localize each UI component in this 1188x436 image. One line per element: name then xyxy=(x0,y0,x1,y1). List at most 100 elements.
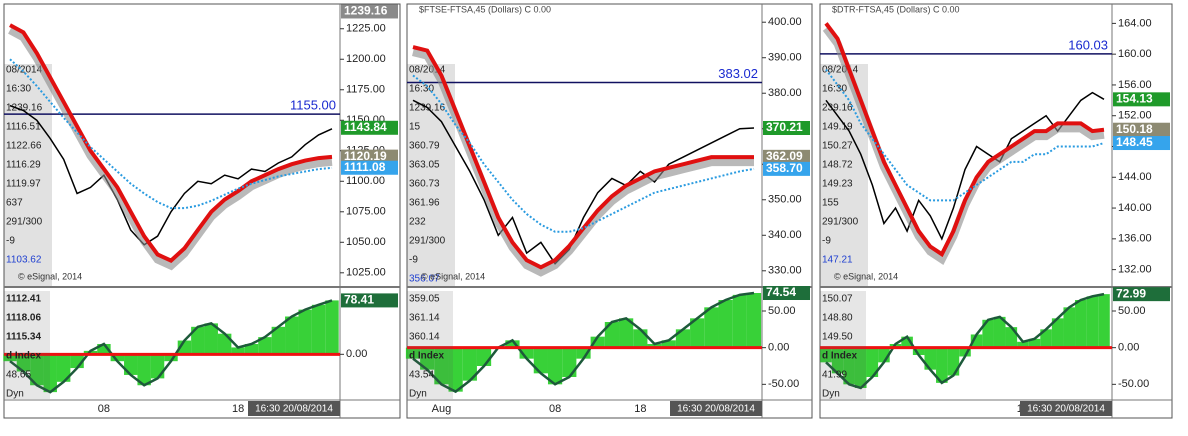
trend-line xyxy=(412,45,754,270)
osc-bar xyxy=(43,354,57,393)
chart-panel: 330.00340.00350.00360.00370.00380.00390.… xyxy=(405,3,813,419)
price-tag-label: 148.45 xyxy=(1116,135,1153,149)
info-text: 08/2014 xyxy=(822,65,859,76)
osc-bar xyxy=(137,354,151,386)
price-line xyxy=(9,104,333,246)
osc-bar xyxy=(533,347,548,374)
y-tick-label: 136.00 xyxy=(1118,233,1152,245)
osc-bar xyxy=(1005,327,1018,348)
price-tag xyxy=(763,149,810,164)
osc-bar xyxy=(912,347,925,355)
price-tag xyxy=(341,149,398,164)
osc-bar xyxy=(993,316,1006,348)
price-tag xyxy=(341,4,398,19)
y-tick-label: 152.00 xyxy=(1118,110,1152,122)
info-text: 149.19 xyxy=(822,122,853,133)
osc-info-text: 1112.41 xyxy=(6,294,41,305)
info-text: 291/300 xyxy=(6,217,43,228)
osc-bar xyxy=(982,319,994,348)
trend-line xyxy=(824,22,1105,258)
copyright: © eSignal, 2014 xyxy=(421,271,485,281)
time-box xyxy=(248,401,340,416)
osc-line xyxy=(9,299,333,394)
osc-tag xyxy=(341,293,398,308)
info-text: 08/2014 xyxy=(409,65,446,76)
y-tick-label: 160.00 xyxy=(1118,48,1152,60)
osc-bar xyxy=(204,323,218,355)
info-text: 363.05 xyxy=(409,160,440,171)
osc-bar xyxy=(30,354,44,386)
chart-title: $FTSE-FTSA,45 (Dollars) C 0.00 xyxy=(419,4,551,14)
osc-bar xyxy=(285,316,299,355)
x-tick-label: 08 xyxy=(549,403,561,415)
osc-tag xyxy=(1113,287,1170,302)
osc-bar xyxy=(1086,296,1099,348)
y-tick-label: 1175.00 xyxy=(346,84,385,96)
last-time: 16:30 20/08/2014 xyxy=(1027,404,1105,415)
info-text: 356.07 xyxy=(409,274,440,285)
osc-info-text: 1115.34 xyxy=(6,332,41,343)
copyright: © eSignal, 2014 xyxy=(18,271,82,281)
chart-title: $DTR-FTSA,45 (Dollars) C 0.00 xyxy=(832,4,960,14)
last-time: 16:30 20/08/2014 xyxy=(677,404,755,415)
info-text: 232 xyxy=(409,217,426,228)
osc-info-text: 360.14 xyxy=(409,332,440,343)
osc-info-text: d Index xyxy=(6,351,41,362)
osc-bar xyxy=(325,300,339,355)
y-tick-label: 330.00 xyxy=(768,265,802,277)
osc-bar xyxy=(1098,294,1110,348)
osc-bar xyxy=(1028,338,1041,348)
osc-bar xyxy=(298,309,312,355)
chart-panel: 132.00136.00140.00144.00148.00152.00156.… xyxy=(819,3,1173,419)
osc-info-text: 148.80 xyxy=(822,313,853,324)
info-text: 1116.51 xyxy=(6,122,41,133)
y-tick-label: 400.00 xyxy=(768,16,802,28)
info-text: 291/300 xyxy=(409,236,446,247)
osc-bar xyxy=(576,347,591,359)
osc-bar xyxy=(732,294,747,348)
price-tag xyxy=(341,160,398,175)
price-tag xyxy=(763,120,810,135)
price-tag xyxy=(1113,136,1170,151)
osc-bar xyxy=(675,329,691,348)
osc-info-text: d Index xyxy=(822,351,857,362)
osc-bar xyxy=(519,347,534,359)
copyright: © eSignal, 2014 xyxy=(834,271,898,281)
osc-bar xyxy=(924,347,937,370)
osc-bar xyxy=(150,354,165,379)
osc-bar xyxy=(244,344,259,355)
info-text: 637 xyxy=(6,198,23,209)
osc-tag xyxy=(763,286,810,301)
osc-line xyxy=(825,292,1105,390)
x-tick-label: 18 xyxy=(634,403,646,415)
osc-bar xyxy=(547,347,563,385)
osc-bar xyxy=(831,347,844,374)
info-text: 15 xyxy=(409,122,421,133)
info-text: 291/300 xyxy=(822,217,859,228)
osc-bar xyxy=(164,354,178,362)
osc-bar xyxy=(866,347,879,377)
info-text: 360.79 xyxy=(409,141,440,152)
price-tag-label: 1239.16 xyxy=(344,4,388,18)
osc-bar xyxy=(690,318,705,348)
info-text: 239.16 xyxy=(822,103,853,114)
info-text: 149.23 xyxy=(822,179,853,190)
info-text: 1116.29 xyxy=(6,160,41,171)
osc-bar xyxy=(1063,307,1076,348)
osc-info-text: 41.99 xyxy=(822,370,847,381)
osc-bar xyxy=(746,293,762,348)
osc-bar xyxy=(936,347,948,383)
osc-info-text: 359.05 xyxy=(409,294,440,305)
price-tag xyxy=(763,161,810,176)
price-tag-label: 362.09 xyxy=(766,149,803,163)
osc-bar xyxy=(619,318,634,348)
info-text: 1119.97 xyxy=(6,179,41,190)
osc-bar xyxy=(448,347,463,392)
last-time: 16:30 20/08/2014 xyxy=(255,404,333,415)
osc-info-panel xyxy=(407,291,453,399)
osc-info-text: d Index xyxy=(409,351,444,362)
osc-bar xyxy=(661,340,676,348)
osc-info-panel xyxy=(4,291,50,399)
osc-bar xyxy=(562,347,577,377)
average-line xyxy=(412,74,755,233)
